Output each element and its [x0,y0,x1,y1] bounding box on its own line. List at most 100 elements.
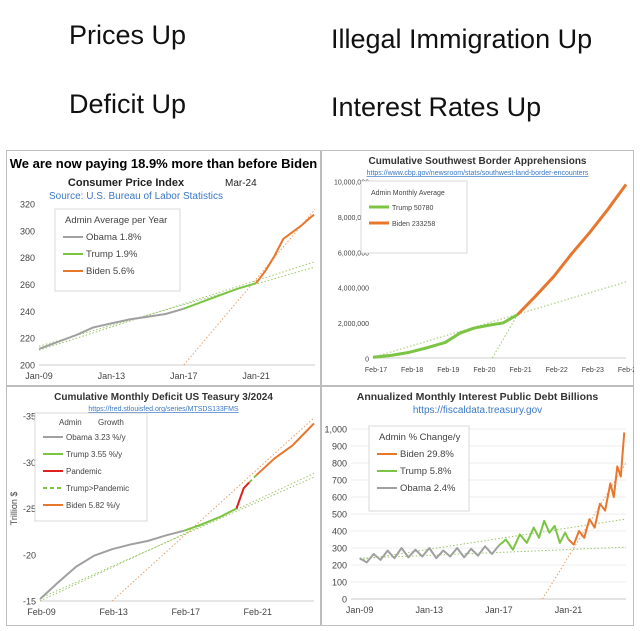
x-tick-label: Feb-21 [244,607,273,617]
headline-rates: Interest Rates Up [331,92,542,122]
x-tick-label: Jan-17 [485,605,513,615]
y-tick-label: 240 [20,307,35,317]
y-tick-label: -15 [23,597,36,607]
y-tick-label: 400 [332,527,347,537]
series-line-trump [183,282,257,310]
legend-label: Trump 50780 [392,205,433,212]
x-tick-label: Jan-13 [416,605,444,615]
legend-label: Biden 5.6% [86,266,135,277]
y-tick-label: 8,000,000 [338,215,369,222]
trend-line [39,472,315,602]
y-tick-label: 4,000,000 [338,286,369,293]
x-tick-label: Jan-13 [98,371,126,381]
headline-immigration: Illegal Immigration Up [331,24,593,54]
series-line-biden [255,213,315,284]
trend-line [491,314,519,359]
x-tick-label: Feb-17 [365,367,387,374]
chart-source: https://fred.stlouisfed.org/series/MTSDS… [88,406,238,413]
y-tick-label: 0 [365,357,369,364]
series-line-trump [498,519,570,551]
y-tick-label: 0 [342,595,347,605]
trend-line [542,462,627,600]
chart-date-label: Mar-24 [225,178,257,189]
chart-source: https://fiscaldata.treasury.gov [413,405,542,416]
legend-box [368,425,470,512]
x-tick-label: Feb-09 [27,607,56,617]
y-tick-label: -25 [23,504,36,514]
series-line-biden [255,422,315,476]
deficit-chart: Cumulative Monthly Deficit US Teasury 3/… [6,386,321,626]
series-line-pandemic [235,481,250,509]
legend-label: Trump>Pandemic [66,484,129,493]
y-tick-label: 800 [332,459,347,469]
series-line-obama [359,544,500,564]
x-tick-label: Feb-22 [546,367,568,374]
legend-label: Obama 1.8% [86,232,142,243]
cpi-chart: We are now paying 18.9% more than before… [6,150,321,386]
x-tick-label: Jan-09 [346,605,374,615]
chart-title: We are now paying 18.9% more than before… [10,156,318,171]
x-tick-label: Feb-21 [509,367,531,374]
x-tick-label: Jan-21 [242,371,270,381]
trend-line [359,518,627,561]
headline-prices: Prices Up [69,20,187,50]
x-tick-label: Jan-09 [25,371,53,381]
series-line-obama [38,307,185,350]
legend-header-growth: Growth [98,418,124,427]
border-apprehensions-chart: Cumulative Southwest Border Apprehension… [321,150,634,386]
y-tick-label: -30 [23,458,36,468]
legend-label: Obama 3.23 %/y [66,433,126,442]
x-tick-label: Jan-21 [555,605,583,615]
y-tick-label: 320 [20,200,35,210]
y-tick-label: 220 [20,334,35,344]
series-line-trump [372,313,519,359]
legend-box [360,180,468,254]
x-tick-label: Feb-17 [171,607,200,617]
y-tick-label: 900 [332,442,347,452]
y-tick-label: 500 [332,510,347,520]
y-tick-label: 700 [332,476,347,486]
trend-line [39,476,315,599]
legend-label: Trump 3.55 %/y [66,450,122,459]
x-tick-label: Jan-17 [170,371,198,381]
series-line-biden [516,183,628,316]
y-tick-label: 600 [332,493,347,503]
chart-title: Cumulative Monthly Deficit US Teasury 3/… [54,392,273,403]
interest-chart: Annualized Monthly Interest Public Debt … [321,386,634,626]
legend-header-admin: Admin [59,418,82,427]
legend-box [54,208,181,292]
series-line-obama [39,529,185,600]
chart-source: Source: U.S. Bureau of Labor Statistics [49,191,223,202]
trend-line [183,209,316,366]
chart-source: https://www.cbp.gov/newsroom/stats/south… [367,170,589,177]
trend-line [38,261,316,351]
legend-label: Trump 1.9% [86,249,138,260]
series-line-biden [567,432,626,546]
legend-title: Admin % Change/y [379,432,461,443]
y-tick-label: 10,000,000 [334,180,369,187]
x-tick-label: Feb-20 [473,367,495,374]
y-axis-label: Trillion $ [9,492,19,526]
y-tick-label: 300 [20,226,35,236]
chart-title: Annualized Monthly Interest Public Debt … [357,391,599,403]
legend-label: Trump 5.8% [400,466,452,477]
x-tick-label: Feb-19 [437,367,459,374]
y-tick-label: 200 [20,361,35,371]
series-line-trump-pandemic [248,474,258,484]
chart-frame [321,386,634,626]
chart-subtitle: Consumer Price Index [68,177,185,189]
y-tick-label: -35 [23,412,36,422]
legend-title: Admin Average per Year [65,215,167,226]
y-tick-label: -20 [23,550,36,560]
y-tick-label: 280 [20,253,35,263]
x-tick-label: Feb-23 [582,367,604,374]
trend-line [38,266,316,347]
x-tick-label: Feb-13 [99,607,128,617]
series-line-trump [183,507,237,532]
legend-title: Admin Monthly Average [371,190,445,197]
y-tick-label: 200 [332,561,347,571]
legend-label: Biden 29.8% [400,449,454,460]
y-tick-label: 300 [332,544,347,554]
y-tick-label: 1,000 [324,425,347,435]
legend-label: Pandemic [66,467,102,476]
